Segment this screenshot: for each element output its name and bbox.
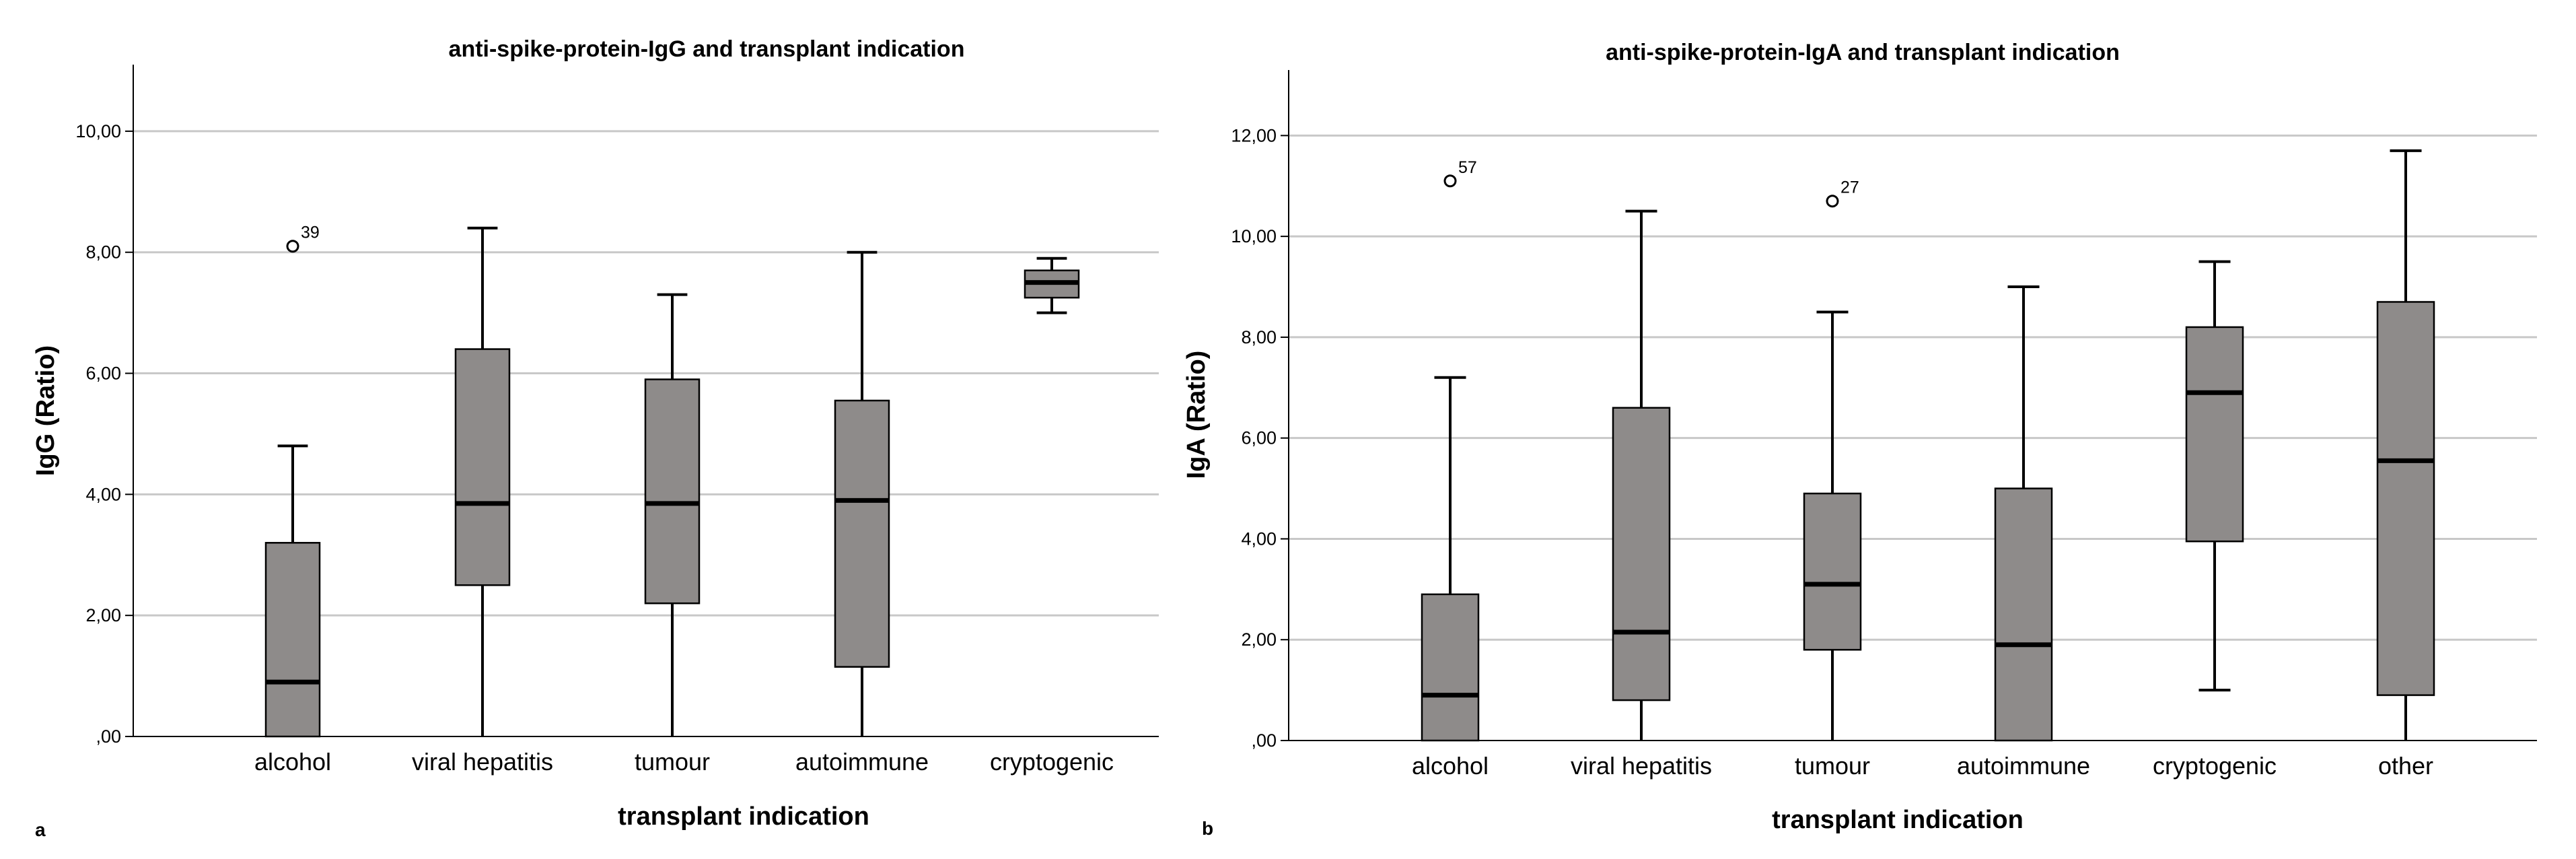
x-tick-label: cryptogenic — [990, 748, 1114, 776]
box-iqr — [454, 348, 511, 586]
y-axis-label: IgG (Ratio) — [32, 345, 60, 476]
x-tick-label: tumour — [635, 748, 710, 776]
outlier-point — [1443, 174, 1457, 188]
chart-panel-a: anti-spike-protein-IgG and transplant in… — [32, 36, 1159, 840]
panel-letter: a — [35, 819, 46, 840]
x-tick-label: autoimmune — [1957, 752, 2090, 780]
panel-letter: b — [1202, 818, 1213, 839]
y-tick-label: 4,00 — [85, 484, 121, 504]
x-tick-label: alcohol — [1412, 752, 1489, 780]
x-axis-label: transplant indication — [1772, 806, 2024, 834]
x-tick-label: autoimmune — [795, 748, 929, 776]
y-tick-label: 2,00 — [1241, 629, 1277, 650]
box-iqr — [834, 399, 890, 668]
box-iqr — [1994, 487, 2053, 742]
y-tick-label: ,00 — [1251, 730, 1277, 751]
y-tick-label: 6,00 — [1241, 428, 1277, 448]
box-iqr — [644, 378, 701, 605]
box-iqr — [2185, 326, 2244, 543]
y-tick-label: 8,00 — [1241, 327, 1277, 347]
x-ticks: alcohol viral hepatitis tumour autoimmune cr… — [254, 748, 1114, 776]
y-tick-label: 4,00 — [1241, 528, 1277, 549]
x-tick-label: viral hepatitis — [1571, 752, 1712, 780]
outlier-label: 27 — [1840, 178, 1859, 197]
chart-title: anti-spike-protein-IgA and transplant in… — [1606, 40, 2120, 65]
box-iqr — [1612, 407, 1671, 701]
y-tick-label: 12,00 — [1231, 125, 1277, 145]
x-axis-label: transplant indication — [618, 802, 869, 831]
y-tick-label: ,00 — [96, 726, 121, 747]
boxes: 39 — [264, 224, 1080, 738]
y-axis-label: IgA (Ratio) — [1182, 351, 1211, 479]
y-tick-label: 10,00 — [75, 121, 121, 141]
gridlines — [1289, 134, 2537, 641]
y-tick-label: 6,00 — [85, 364, 121, 384]
x-tick-label: tumour — [1795, 752, 1870, 780]
x-ticks: alcohol viral hepatitis tumour autoimmune cr… — [1412, 752, 2433, 780]
y-ticks: ,00 2,00 4,00 6,00 8,00 10,00 — [75, 121, 133, 747]
y-tick-label: 10,00 — [1231, 226, 1277, 246]
gridlines — [133, 130, 1159, 617]
y-tick-label: 8,00 — [85, 242, 121, 263]
box-iqr — [264, 542, 321, 738]
x-tick-label: cryptogenic — [2153, 752, 2277, 780]
box-iqr — [1421, 593, 1480, 742]
x-tick-label: other — [2378, 752, 2433, 780]
outlier-point — [286, 240, 299, 253]
x-tick-label: alcohol — [254, 748, 331, 776]
box-iqr — [2376, 301, 2435, 696]
boxes: 57 27 — [1421, 149, 2435, 742]
outlier-label: 57 — [1458, 158, 1477, 177]
chart-title: anti-spike-protein-IgG and transplant in… — [449, 36, 965, 62]
box-iqr — [1803, 492, 1862, 651]
outlier-point — [1826, 195, 1839, 208]
y-tick-label: 2,00 — [85, 605, 121, 625]
y-ticks: ,00 2,00 4,00 6,00 8,00 10,00 12,00 — [1231, 125, 1289, 751]
chart-panel-b: anti-spike-protein-IgA and transplant in… — [1182, 40, 2537, 839]
x-tick-label: viral hepatitis — [412, 748, 553, 776]
outlier-label: 39 — [301, 224, 320, 242]
